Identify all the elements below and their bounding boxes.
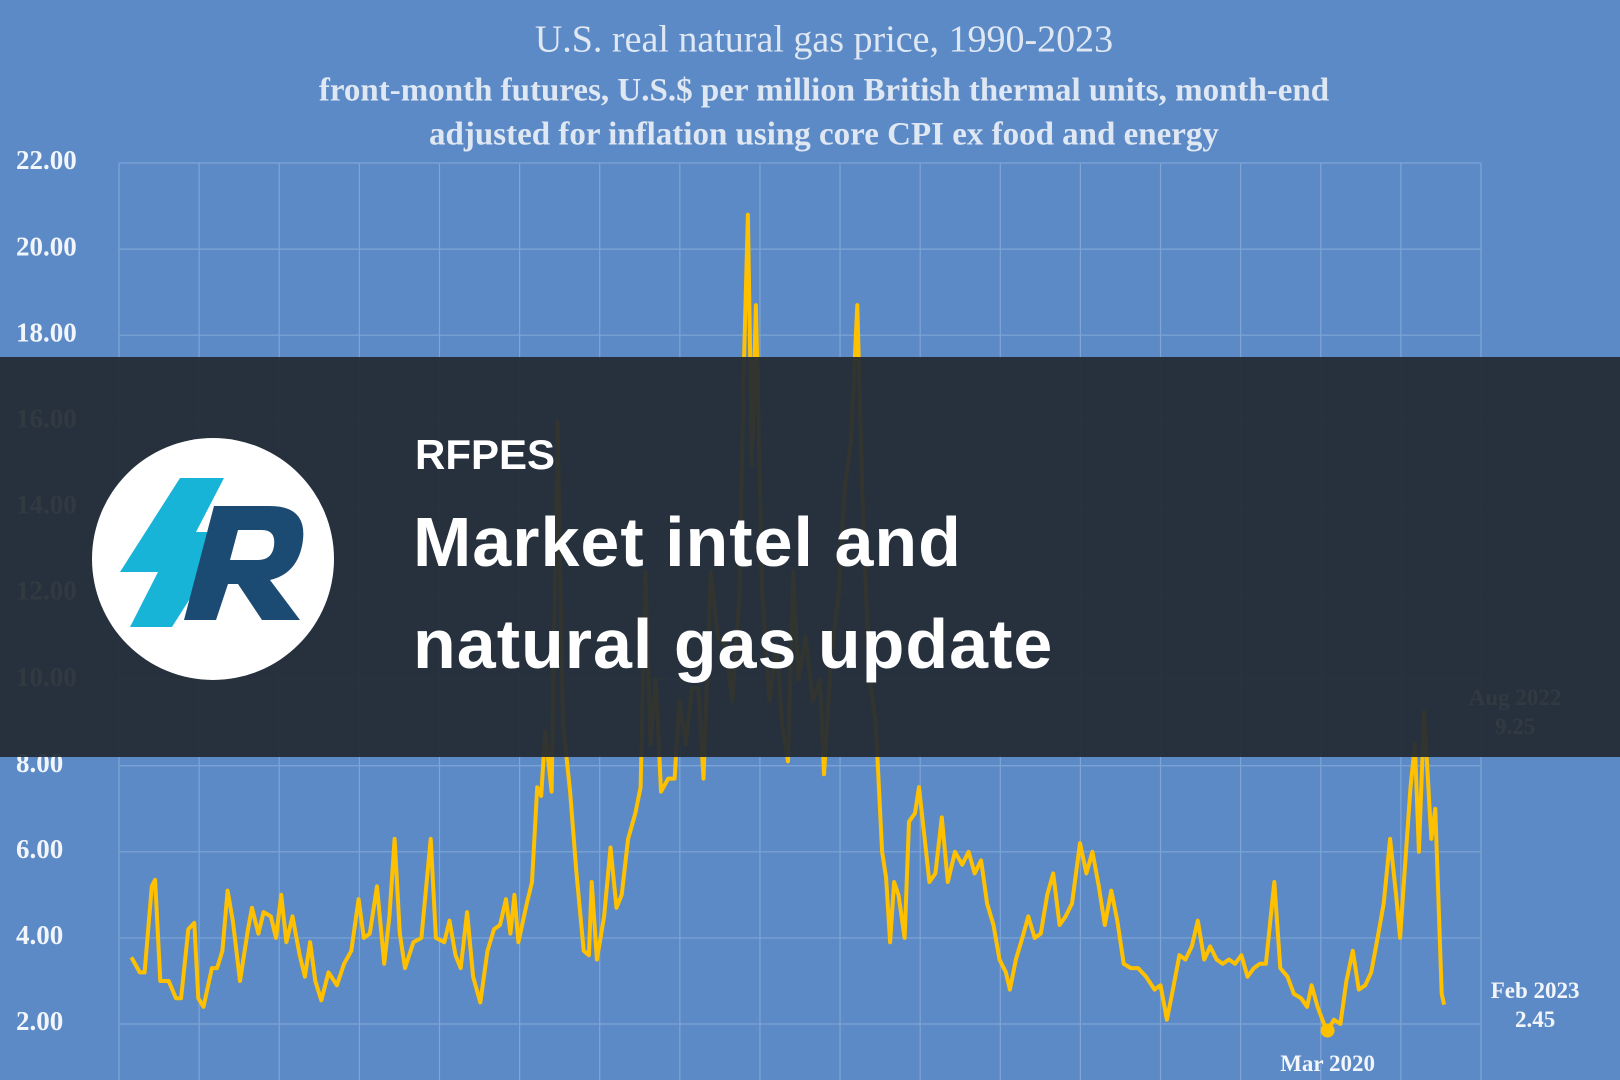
annotation-value: 2.45 (1515, 1007, 1555, 1032)
annotation-date: Feb 2023 (1491, 978, 1580, 1003)
chart-subtitle: front-month futures, U.S.$ per million B… (319, 73, 1329, 109)
price-line (129, 212, 1447, 1033)
logo-bolt (120, 478, 232, 627)
banner-headline: Market intel and (413, 503, 962, 581)
y-tick-label: 18.00 (16, 317, 77, 347)
banner-headline: natural gas update (413, 605, 1053, 683)
y-tick-label: 6.00 (16, 834, 63, 864)
annotation-date: Mar 2020 (1280, 1051, 1375, 1076)
chart-subtitle: adjusted for inflation using core CPI ex… (429, 117, 1219, 153)
logo-r (184, 506, 304, 620)
y-tick-label: 2.00 (16, 1006, 63, 1036)
banner: RFPES Market intel and natural gas updat… (0, 357, 1620, 757)
y-tick-label: 22.00 (16, 145, 77, 175)
banner-brand: RFPES (415, 431, 555, 478)
chart-title: U.S. real natural gas price, 1990-2023 (535, 19, 1113, 61)
y-tick-label: 20.00 (16, 231, 77, 261)
annotation-dot (1320, 1023, 1335, 1038)
y-tick-label: 4.00 (16, 920, 63, 950)
